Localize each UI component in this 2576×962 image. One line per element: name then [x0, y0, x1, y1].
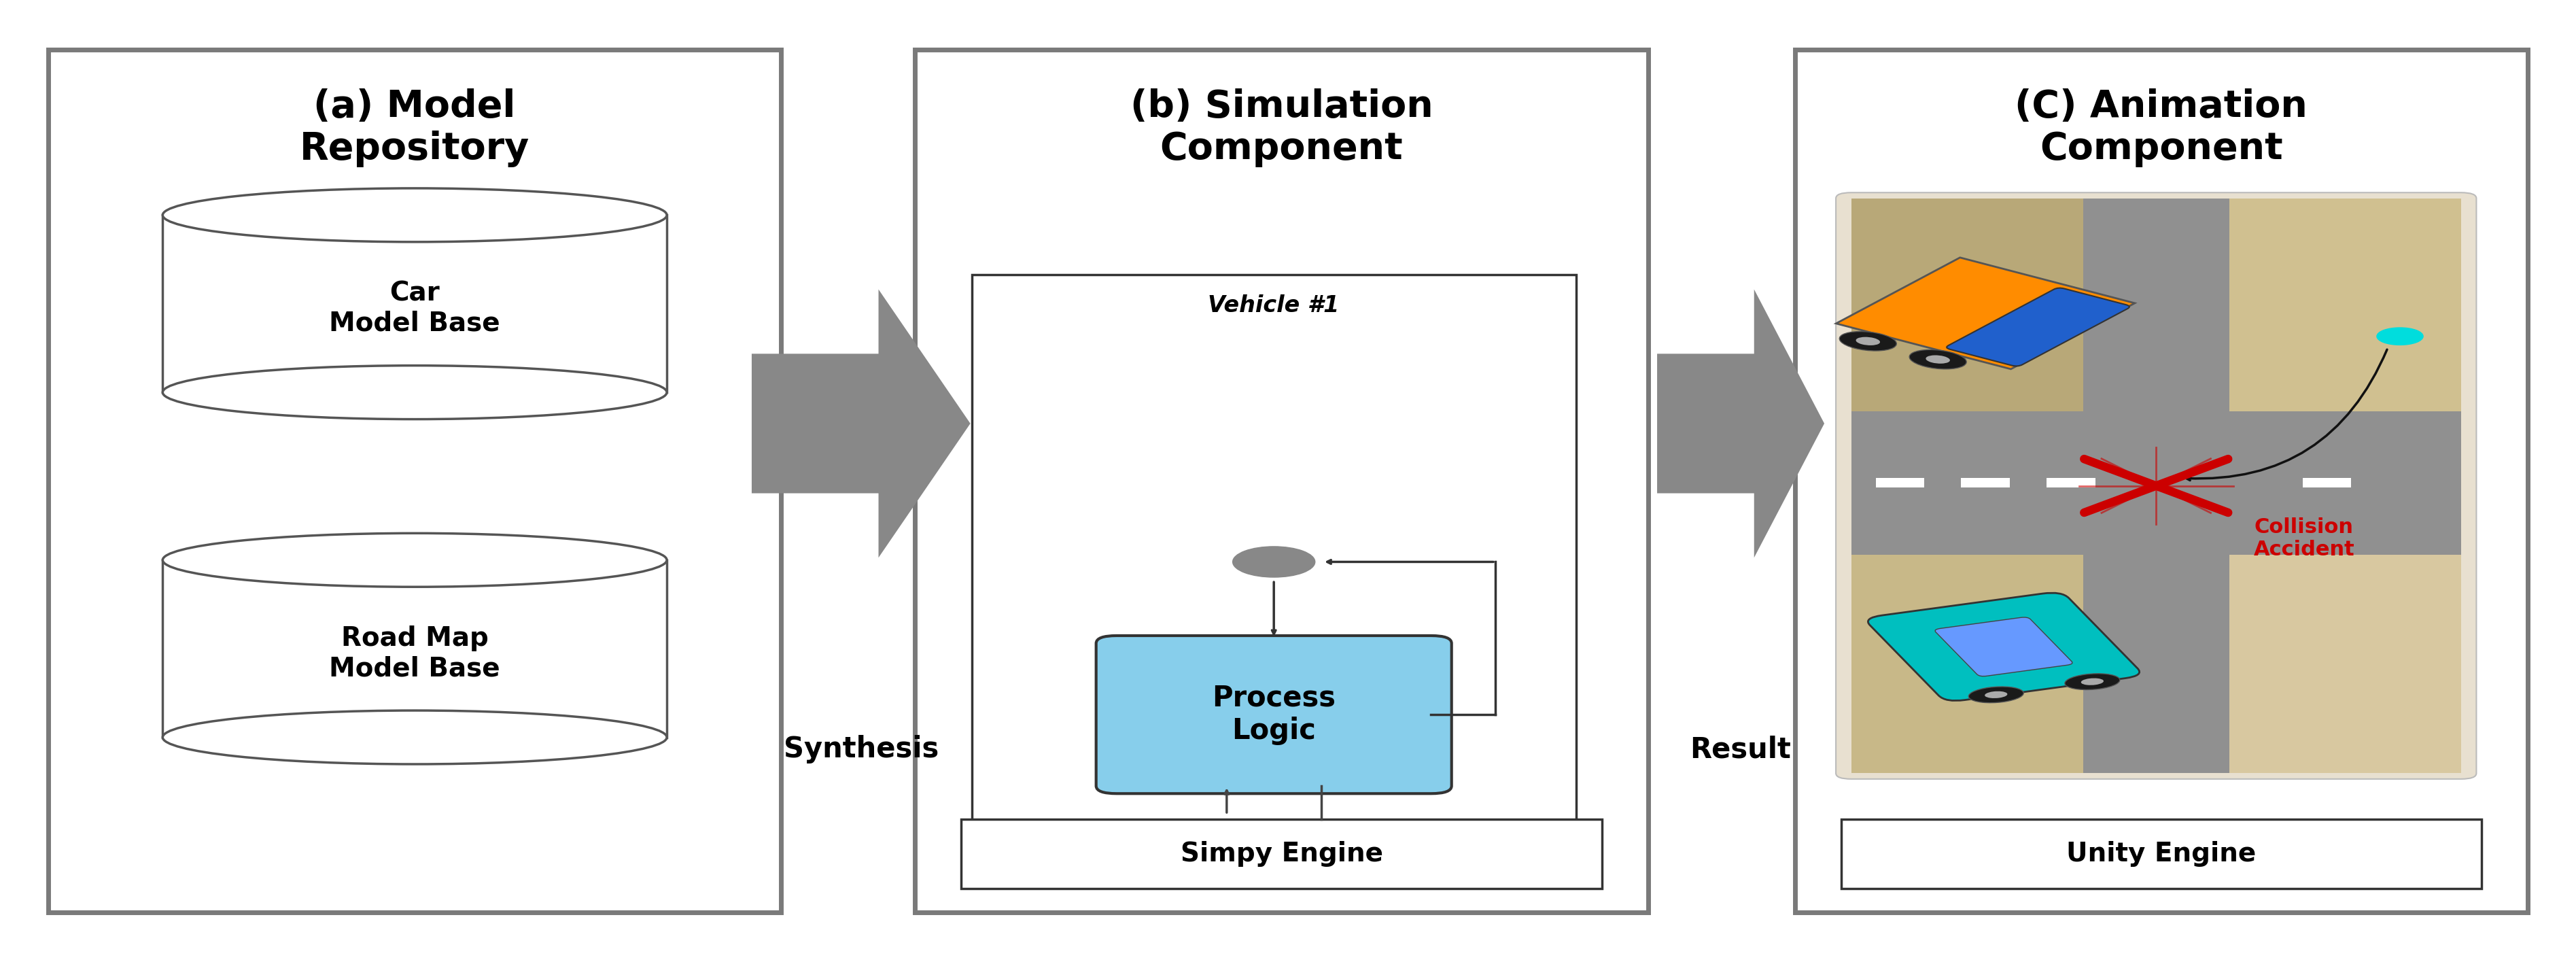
FancyBboxPatch shape	[1048, 281, 1561, 841]
Bar	[1875, 478, 1924, 488]
Bar	[2045, 478, 2094, 488]
Bar	[2303, 478, 2352, 488]
FancyBboxPatch shape	[49, 50, 781, 912]
Ellipse shape	[1927, 355, 1950, 364]
FancyBboxPatch shape	[1837, 192, 2476, 779]
Ellipse shape	[1909, 350, 1965, 369]
Text: Vehicle #2: Vehicle #2	[1239, 300, 1370, 322]
FancyBboxPatch shape	[1113, 286, 1548, 817]
FancyBboxPatch shape	[1097, 636, 1453, 794]
Polygon shape	[1656, 290, 1824, 558]
Bar	[2228, 198, 2460, 486]
FancyBboxPatch shape	[1947, 288, 2130, 367]
Ellipse shape	[1839, 332, 1896, 351]
Ellipse shape	[1984, 692, 2007, 698]
Text: (b) Simulation
Component: (b) Simulation Component	[1131, 89, 1432, 167]
Bar	[162, 560, 667, 737]
Ellipse shape	[2066, 673, 2120, 690]
Bar	[162, 215, 667, 392]
Bar	[1852, 198, 2084, 486]
Ellipse shape	[162, 533, 667, 587]
FancyBboxPatch shape	[961, 820, 1602, 888]
Text: Result: Result	[1690, 735, 1790, 764]
Bar	[1852, 411, 2460, 555]
Bar	[2228, 486, 2460, 773]
Text: Vehicle #1: Vehicle #1	[1208, 294, 1340, 316]
Ellipse shape	[2081, 678, 2105, 685]
Ellipse shape	[1855, 337, 1880, 345]
FancyBboxPatch shape	[1868, 593, 2141, 700]
Ellipse shape	[162, 189, 667, 241]
Text: Synthesis: Synthesis	[783, 735, 938, 764]
FancyBboxPatch shape	[1935, 618, 2071, 676]
Text: Process
Logic: Process Logic	[1211, 684, 1337, 746]
Ellipse shape	[1968, 687, 2025, 703]
Text: Car
Model Base: Car Model Base	[330, 281, 500, 337]
FancyBboxPatch shape	[1795, 50, 2527, 912]
Text: (C) Animation
Component: (C) Animation Component	[2014, 89, 2308, 167]
Text: Collision
Accident: Collision Accident	[2254, 518, 2354, 560]
Bar	[2084, 198, 2228, 773]
FancyBboxPatch shape	[971, 275, 1577, 869]
Polygon shape	[752, 290, 971, 558]
FancyBboxPatch shape	[914, 50, 1649, 912]
Bar	[1852, 486, 2084, 773]
Ellipse shape	[162, 711, 667, 764]
Circle shape	[2378, 328, 2424, 345]
Text: Vehicle #N: Vehicle #N	[1262, 305, 1399, 327]
Text: Road Map
Model Base: Road Map Model Base	[330, 625, 500, 681]
Bar	[1960, 478, 2009, 488]
FancyBboxPatch shape	[1837, 258, 2136, 369]
Text: (a) Model
Repository: (a) Model Repository	[299, 89, 531, 167]
Ellipse shape	[162, 366, 667, 419]
Text: Unity Engine: Unity Engine	[2066, 841, 2257, 867]
Text: Simpy Engine: Simpy Engine	[1180, 841, 1383, 867]
Circle shape	[1234, 546, 1314, 577]
FancyBboxPatch shape	[1842, 820, 2481, 888]
